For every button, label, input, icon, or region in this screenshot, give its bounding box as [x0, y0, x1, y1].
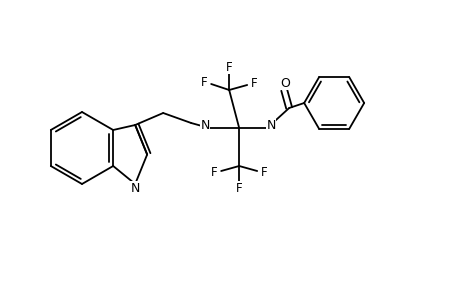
- Text: N: N: [200, 118, 209, 131]
- Text: F: F: [225, 61, 232, 74]
- Text: N: N: [131, 182, 140, 194]
- Text: F: F: [260, 166, 267, 178]
- Text: F: F: [250, 76, 257, 89]
- Text: O: O: [280, 76, 290, 89]
- Text: F: F: [235, 182, 242, 194]
- Text: F: F: [201, 76, 207, 88]
- Text: N: N: [266, 118, 275, 131]
- Text: F: F: [210, 166, 217, 178]
